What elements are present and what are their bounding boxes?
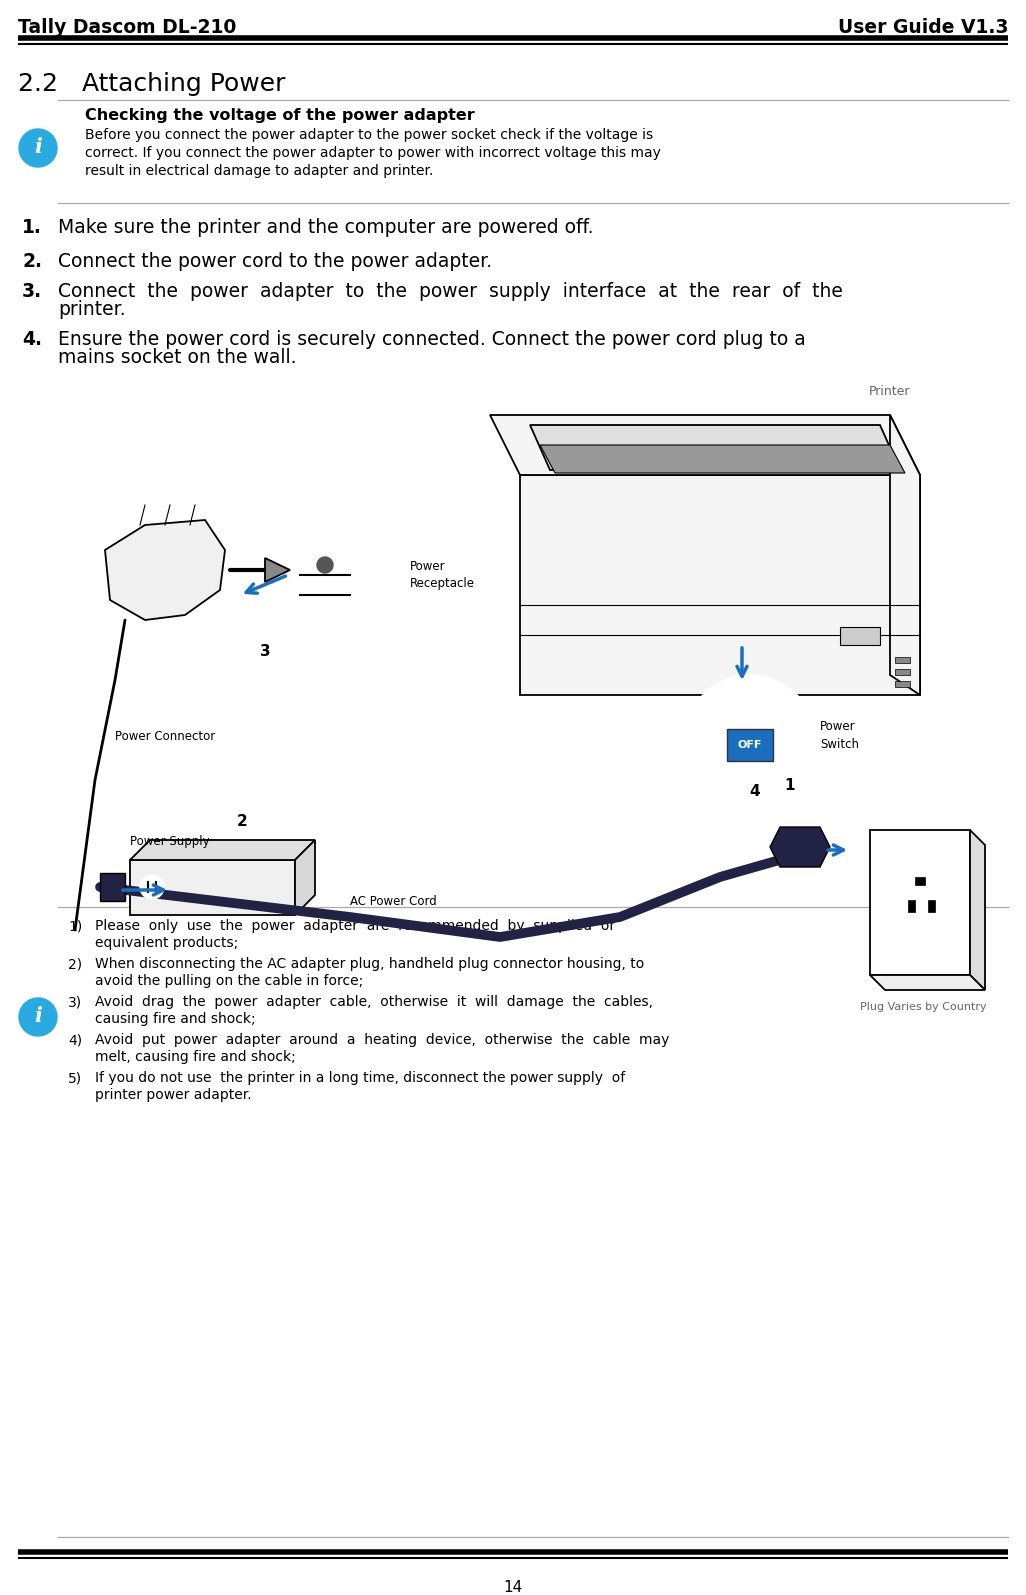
Text: Please  only  use  the  power  adapter  are  recommended  by  supplied  or: Please only use the power adapter are re…: [95, 919, 616, 933]
Text: Connect the power cord to the power adapter.: Connect the power cord to the power adap…: [58, 252, 492, 271]
Polygon shape: [970, 829, 985, 990]
Circle shape: [685, 675, 815, 805]
Text: 3.: 3.: [22, 282, 42, 301]
Polygon shape: [100, 872, 125, 901]
Text: Checking the voltage of the power adapter: Checking the voltage of the power adapte…: [85, 108, 475, 123]
Text: 4.: 4.: [22, 330, 42, 349]
Bar: [870, 829, 970, 975]
Text: 14: 14: [504, 1581, 522, 1595]
Polygon shape: [870, 975, 985, 990]
Text: Power Connector: Power Connector: [115, 731, 215, 743]
Text: 3): 3): [68, 995, 82, 1010]
Text: printer.: printer.: [58, 300, 125, 319]
Polygon shape: [105, 520, 225, 620]
Polygon shape: [530, 424, 900, 471]
Text: OFF: OFF: [738, 740, 762, 750]
Circle shape: [245, 510, 405, 670]
Circle shape: [317, 557, 333, 573]
Text: Power
Switch: Power Switch: [820, 719, 859, 751]
Polygon shape: [540, 445, 905, 474]
Polygon shape: [265, 558, 290, 582]
Text: i: i: [34, 1006, 42, 1026]
Text: 4: 4: [750, 785, 760, 799]
Circle shape: [775, 770, 805, 801]
Text: 2: 2: [237, 815, 247, 829]
Text: causing fire and shock;: causing fire and shock;: [95, 1011, 255, 1026]
Text: avoid the pulling on the cable in force;: avoid the pulling on the cable in force;: [95, 975, 363, 987]
Text: When disconnecting the AC adapter plug, handheld plug connector housing, to: When disconnecting the AC adapter plug, …: [95, 957, 644, 971]
Text: 1): 1): [68, 919, 82, 933]
Text: 3: 3: [260, 644, 270, 659]
Circle shape: [19, 998, 57, 1037]
Text: AC Power Cord: AC Power Cord: [350, 895, 437, 908]
Circle shape: [250, 636, 280, 667]
Text: Before you connect the power adapter to the power socket check if the voltage is: Before you connect the power adapter to …: [85, 128, 654, 142]
Text: 2.: 2.: [22, 252, 42, 271]
Text: melt, causing fire and shock;: melt, causing fire and shock;: [95, 1050, 295, 1064]
Text: 1.: 1.: [22, 219, 42, 238]
Bar: [895, 681, 910, 687]
Text: Tally Dascom DL-210: Tally Dascom DL-210: [18, 18, 236, 37]
Bar: [908, 900, 915, 912]
Bar: [840, 627, 880, 644]
Text: Avoid  put  power  adapter  around  a  heating  device,  otherwise  the  cable  : Avoid put power adapter around a heating…: [95, 1034, 669, 1046]
Bar: [895, 668, 910, 675]
Polygon shape: [130, 860, 295, 916]
Bar: [928, 900, 935, 912]
Text: 2.2   Attaching Power: 2.2 Attaching Power: [18, 72, 285, 96]
Text: Avoid  drag  the  power  adapter  cable,  otherwise  it  will  damage  the  cabl: Avoid drag the power adapter cable, othe…: [95, 995, 653, 1010]
Polygon shape: [890, 415, 920, 695]
Text: User Guide V1.3: User Guide V1.3: [837, 18, 1008, 37]
Polygon shape: [520, 475, 920, 695]
Polygon shape: [130, 841, 315, 860]
Text: printer power adapter.: printer power adapter.: [95, 1088, 251, 1102]
Circle shape: [19, 129, 57, 167]
Circle shape: [740, 777, 770, 807]
Text: Make sure the printer and the computer are powered off.: Make sure the printer and the computer a…: [58, 219, 593, 238]
Text: Printer: Printer: [868, 384, 910, 399]
Text: Power Supply: Power Supply: [130, 836, 209, 849]
Text: correct. If you connect the power adapter to power with incorrect voltage this m: correct. If you connect the power adapte…: [85, 147, 661, 160]
Polygon shape: [770, 826, 830, 868]
Bar: [895, 657, 910, 664]
Text: 1: 1: [785, 777, 795, 793]
Polygon shape: [490, 415, 920, 475]
Polygon shape: [295, 841, 315, 916]
Text: Power
Receptacle: Power Receptacle: [410, 560, 475, 590]
Text: result in electrical damage to adapter and printer.: result in electrical damage to adapter a…: [85, 164, 433, 179]
Text: Connect  the  power  adapter  to  the  power  supply  interface  at  the  rear  : Connect the power adapter to the power s…: [58, 282, 843, 301]
FancyBboxPatch shape: [727, 729, 773, 761]
Circle shape: [890, 868, 950, 927]
Text: i: i: [34, 137, 42, 156]
Text: 4): 4): [68, 1034, 82, 1046]
Text: 5): 5): [68, 1070, 82, 1085]
Text: Ensure the power cord is securely connected. Connect the power cord plug to a: Ensure the power cord is securely connec…: [58, 330, 805, 349]
Text: mains socket on the wall.: mains socket on the wall.: [58, 348, 297, 367]
Bar: [915, 877, 925, 885]
Text: Plug Varies by Country: Plug Varies by Country: [860, 1002, 987, 1011]
Text: If you do not use  the printer in a long time, disconnect the power supply  of: If you do not use the printer in a long …: [95, 1070, 625, 1085]
Circle shape: [140, 876, 164, 900]
Circle shape: [227, 807, 256, 837]
Text: 2): 2): [68, 957, 82, 971]
Text: equivalent products;: equivalent products;: [95, 936, 238, 951]
